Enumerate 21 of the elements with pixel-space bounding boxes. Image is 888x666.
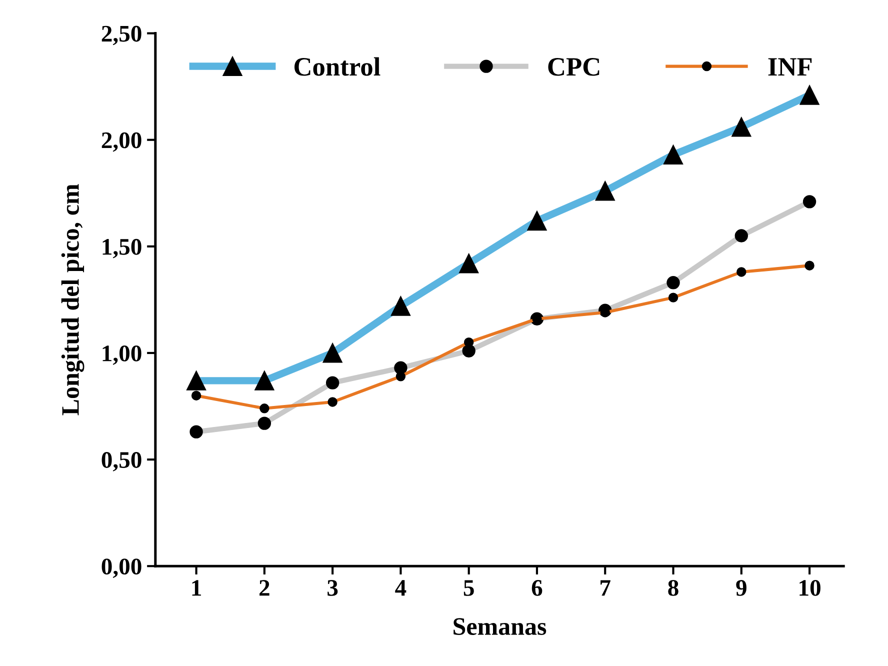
x-tick-label: 9 xyxy=(736,580,746,596)
x-tick-label: 5 xyxy=(464,580,474,596)
x-tick-label: 10 xyxy=(800,580,820,596)
legend-label: Control xyxy=(294,57,380,76)
x-tick-label: 6 xyxy=(532,580,542,596)
x-tick-label: 2 xyxy=(260,580,270,596)
x-tick-label: 8 xyxy=(668,580,678,596)
x-tick-label: 4 xyxy=(395,580,406,596)
x-tick-label: 3 xyxy=(328,580,338,596)
y-tick-label: 2,00 xyxy=(102,132,142,152)
y-tick-label: 2,50 xyxy=(102,26,142,46)
x-tick-label: 1 xyxy=(192,580,201,596)
y-tick-label: 0,00 xyxy=(102,558,142,578)
y-tick-label: 0,50 xyxy=(102,452,142,472)
legend-label: CPC xyxy=(548,58,600,76)
y-tick-label: 1,00 xyxy=(102,345,142,365)
legend-label: INF xyxy=(768,58,812,76)
y-axis-title: Longitud del pico, cm xyxy=(61,184,84,416)
x-axis-title: Semanas xyxy=(454,618,546,635)
y-tick-label: 1,50 xyxy=(102,238,142,258)
x-tick-label: 7 xyxy=(600,580,610,596)
